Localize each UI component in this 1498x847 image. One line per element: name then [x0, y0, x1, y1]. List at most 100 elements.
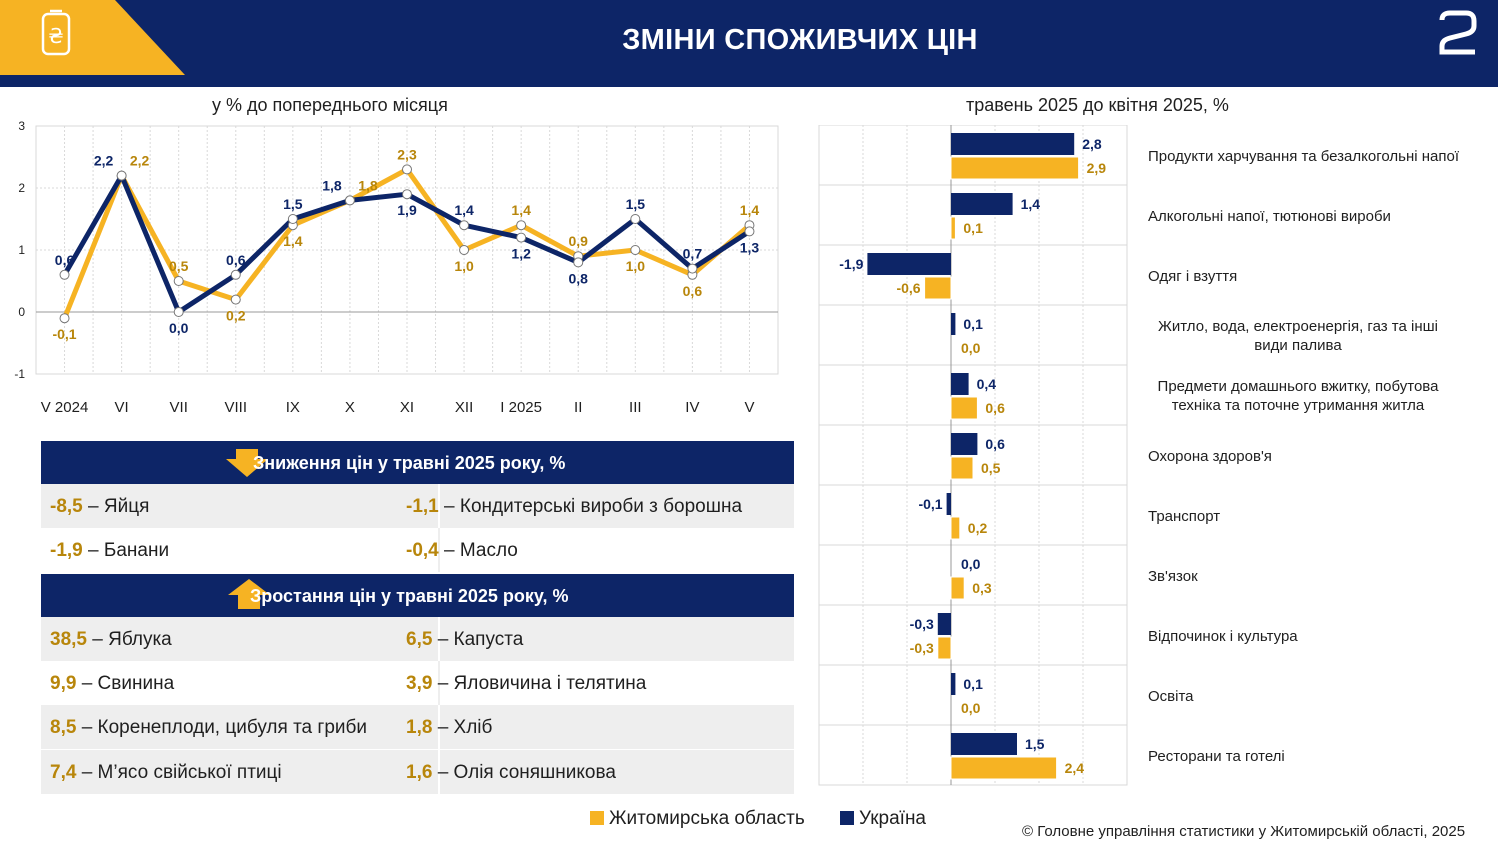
data-label: 1,5 [283, 196, 303, 212]
data-label: 1,8 [358, 177, 378, 193]
data-label: 1,0 [626, 258, 646, 274]
data-label: 0,6 [985, 400, 1005, 416]
increase-table-header: Зростання цін у травні 2025 року, % [41, 574, 794, 617]
data-point [230, 269, 241, 280]
data-label: 1,4 [1021, 196, 1041, 212]
price-item: -1,1 – Кондитерські вироби з борошна [406, 496, 743, 517]
data-point [402, 189, 412, 200]
data-point [116, 170, 127, 181]
category-label: Житло, вода, електроенергія, газ та інші… [1158, 318, 1438, 354]
logo-symbol: ₴ [48, 24, 63, 48]
data-label: 0,6 [985, 436, 1005, 452]
data-point [344, 195, 355, 206]
decrease-table-title: Зниження цін у травні 2025 року, % [253, 453, 566, 473]
category-label: Продукти харчування та безалкогольні нап… [1148, 147, 1459, 165]
data-label: 0,9 [568, 233, 588, 249]
page-number [1438, 10, 1478, 55]
x-tick-label: I 2025 [500, 399, 542, 416]
data-label: -0,1 [52, 326, 76, 342]
data-point [516, 232, 527, 243]
bar [951, 373, 969, 395]
data-label: 1,3 [740, 239, 760, 255]
decrease-table-header: Зниження цін у травні 2025 року, % [41, 441, 794, 484]
bar [924, 276, 952, 300]
data-label: 1,4 [740, 202, 760, 218]
table-row: -8,5 – Яйця -1,1 – Кондитерські вироби з… [41, 484, 794, 528]
header-bar [0, 0, 1498, 87]
data-label: 2,9 [1087, 160, 1107, 176]
bar [950, 756, 1058, 780]
bar [951, 433, 978, 455]
x-tick-label: XII [455, 399, 473, 416]
bar [951, 733, 1017, 755]
category-label: Відпочинок і культура [1148, 627, 1298, 645]
legend-swatch [590, 811, 604, 825]
y-tick-label: 2 [18, 181, 25, 195]
data-label: 0,4 [977, 376, 997, 392]
category-label: Ресторани та готелі [1148, 747, 1285, 765]
category-label: Алкогольні напої, тютюнові вироби [1148, 207, 1391, 225]
data-label: 0,6 [226, 252, 246, 268]
y-tick-label: 1 [18, 243, 25, 257]
bar [950, 516, 961, 540]
bar [937, 636, 952, 660]
price-value: 38,5 [50, 629, 87, 650]
price-value: -1,1 [406, 496, 439, 517]
data-point [516, 220, 527, 231]
y-tick-label: 3 [18, 119, 25, 133]
bar [951, 313, 956, 335]
data-label: 0,5 [981, 460, 1001, 476]
price-value: -8,5 [50, 496, 83, 517]
data-label: 0,8 [568, 270, 588, 286]
price-item: 1,6 – Олія соняшникова [406, 762, 616, 783]
x-tick-label: X [345, 399, 355, 416]
data-label: 2,2 [130, 153, 150, 169]
price-value: 7,4 [50, 762, 77, 783]
data-label: 2,4 [1065, 760, 1085, 776]
logo-icon: ₴ [41, 9, 71, 56]
bar [951, 193, 1013, 215]
category-label: Предмети домашнього вжитку, побутова техн… [1157, 378, 1439, 414]
price-item: -0,4 – Масло [406, 540, 518, 561]
table-row: 38,5 – Яблука 6,5 – Капуста [41, 617, 794, 661]
data-label: -0,6 [896, 280, 920, 296]
data-label: -0,3 [910, 640, 934, 656]
data-label: 0,2 [968, 520, 988, 536]
x-tick-label: VI [115, 399, 129, 416]
x-tick-label: IV [685, 399, 699, 416]
data-label: 1,5 [1025, 736, 1045, 752]
data-point [59, 269, 70, 280]
x-tick-label: III [629, 399, 642, 416]
category-label: Транспорт [1148, 507, 1221, 525]
data-label: -1,9 [839, 256, 863, 272]
price-value: 1,8 [406, 717, 433, 738]
data-label: 1,4 [511, 202, 531, 218]
data-label: 1,5 [626, 196, 646, 212]
price-item: -8,5 – Яйця [50, 496, 150, 517]
price-value: 3,9 [406, 673, 433, 694]
data-label: 1,9 [397, 202, 417, 218]
table-row: 7,4 – М’ясо свійської птиці 1,6 – Олія с… [41, 750, 794, 794]
category-label: Зв'язок [1148, 567, 1198, 585]
data-label: 2,8 [1082, 136, 1102, 152]
y-tick-label: -1 [14, 367, 25, 381]
price-item: 9,9 – Свинина [50, 673, 175, 694]
table-row: -1,9 – Банани -0,4 – Масло [41, 528, 794, 572]
data-label: 0,1 [963, 220, 983, 236]
price-item: 3,9 – Яловичина і телятина [406, 673, 647, 694]
data-label: 1,4 [454, 202, 474, 218]
legend-swatch [840, 811, 854, 825]
data-label: 1,4 [283, 233, 303, 249]
data-point [573, 257, 584, 268]
data-label: 0,6 [55, 252, 75, 268]
price-value: 9,9 [50, 673, 77, 694]
price-item: 6,5 – Капуста [406, 629, 524, 650]
arrow-down-icon [226, 449, 268, 477]
price-value: 6,5 [406, 629, 433, 650]
y-tick-label: 0 [18, 305, 25, 319]
x-tick-label: VIII [225, 399, 248, 416]
category-label: Одяг і взуття [1148, 267, 1238, 285]
data-point [230, 294, 241, 305]
bar [937, 613, 951, 635]
data-point [459, 220, 470, 231]
